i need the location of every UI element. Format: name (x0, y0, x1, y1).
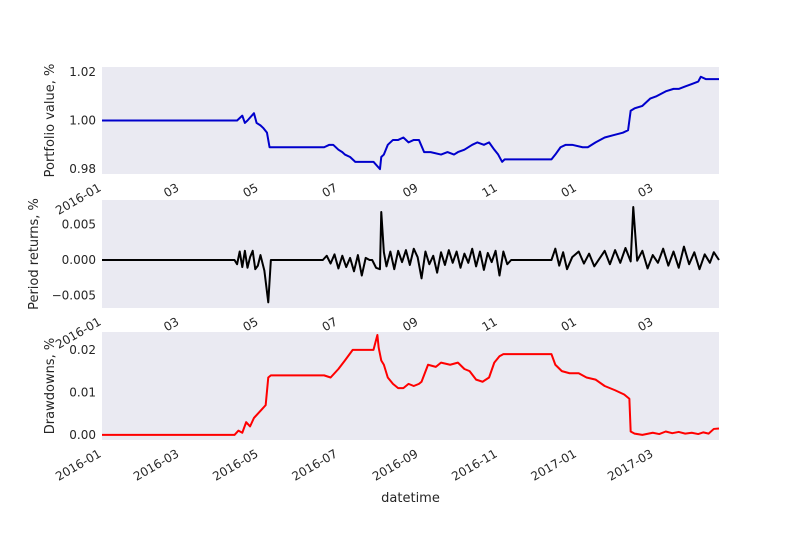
xtick-label: 07 (320, 180, 340, 200)
xtick-label: 07 (320, 314, 340, 334)
xlabel-drawdowns: datetime (381, 491, 440, 506)
ylabel-period-returns: Period returns, % (27, 198, 42, 310)
series-portfolio-value (102, 75, 719, 171)
xtick-label: 03 (635, 314, 655, 334)
xtick-label: 01 (559, 314, 579, 334)
xtick-label: 03 (635, 180, 655, 200)
ytick-label: 1.02 (69, 65, 96, 79)
xtick-label: 2016-11 (449, 446, 499, 483)
ytick-label: 1.00 (69, 114, 96, 128)
ytick-label: 0.02 (69, 343, 96, 357)
plot-area-period-returns (102, 200, 719, 308)
xtick-label: 2016-01 (53, 446, 103, 483)
plot-area-drawdowns (102, 332, 719, 440)
xtick-label: 01 (559, 180, 579, 200)
xtick-label: 2016-07 (289, 446, 339, 483)
xtick-label: 05 (240, 314, 260, 334)
xtick-label: 2016-01 (53, 180, 103, 217)
xtick-label: 2016-09 (370, 446, 420, 483)
xtick-label: 11 (479, 180, 499, 200)
series-line (102, 333, 720, 436)
series-drawdowns (102, 333, 720, 436)
xtick-label: 2016-05 (210, 446, 260, 483)
ytick-label: 0.00 (69, 428, 96, 442)
xtick-label: 2017-01 (528, 446, 578, 483)
series-line (102, 75, 719, 171)
ytick-label: 0.000 (62, 253, 96, 267)
xtick-label: 09 (400, 314, 420, 334)
xtick-label: 2017-03 (605, 446, 655, 483)
ylabel-portfolio-value: Portfolio value, % (43, 64, 58, 178)
xtick-label: 03 (161, 314, 181, 334)
xtick-label: 2016-03 (131, 446, 181, 483)
ytick-label: 0.01 (69, 385, 96, 399)
series-line (102, 206, 720, 304)
ytick-label: 0.98 (69, 162, 96, 176)
xtick-label: 11 (479, 314, 499, 334)
series-period-returns (102, 206, 720, 304)
xtick-label: 09 (400, 180, 420, 200)
ytick-label: −0.005 (52, 288, 96, 302)
xtick-label: 03 (161, 180, 181, 200)
ytick-label: 0.005 (62, 218, 96, 232)
panel-drawdowns: 0.00 0.01 0.02 2016-01 2016-03 2016-05 2016-07… (43, 332, 720, 506)
panel-portfolio-value: 0.98 1.00 1.02 2016-01 03 05 07 09 11 01 03 Portfo… (43, 64, 719, 218)
xtick-label: 05 (240, 180, 260, 200)
ylabel-drawdowns: Drawdowns, % (43, 338, 58, 434)
